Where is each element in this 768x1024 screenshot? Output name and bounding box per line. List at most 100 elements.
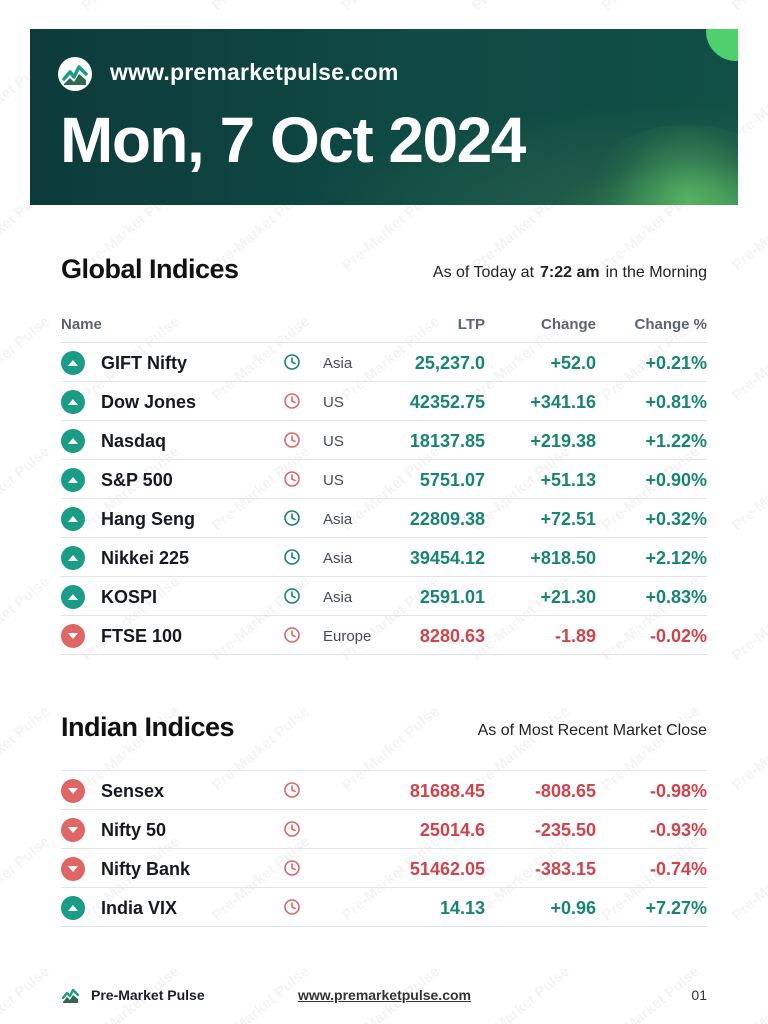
global-rows: GIFT Nifty Asia 25,237.0 +52.0 +0.21% Dow Jon… xyxy=(61,343,707,655)
table-row: Hang Seng Asia 22809.38 +72.51 +0.32% xyxy=(61,499,707,538)
clock-icon xyxy=(284,393,300,409)
footer-logo-icon xyxy=(61,988,80,1003)
watermark-text: Pre-Market Pulse xyxy=(729,573,768,664)
index-name: India VIX xyxy=(101,898,178,918)
clock-icon xyxy=(284,782,300,798)
index-change-pct: +1.22% xyxy=(645,431,707,451)
index-ltp: 2591.01 xyxy=(419,587,485,607)
index-ltp: 51462.05 xyxy=(409,859,485,879)
arrow-up-icon xyxy=(61,546,85,570)
index-ltp: 25014.6 xyxy=(419,820,485,840)
clock-icon xyxy=(284,471,300,487)
index-name: Hang Seng xyxy=(101,509,196,529)
table-row: S&P 500 US 5751.07 +51.13 +0.90% xyxy=(61,460,707,499)
table-row: Sensex 81688.45 -808.65 -0.98% xyxy=(61,771,707,810)
clock-icon xyxy=(284,860,300,876)
footer-brand: Pre-Market Pulse xyxy=(91,987,205,1003)
index-change: -1.89 xyxy=(554,626,596,646)
watermark-text: Pre-Market Pulse xyxy=(0,313,53,404)
page-date: Mon, 7 Oct 2024 xyxy=(60,104,526,176)
arrow-up-icon xyxy=(61,351,85,375)
index-change-pct: +7.27% xyxy=(645,898,707,918)
banner-corner-decoration xyxy=(706,29,738,61)
table-header: Name LTP Change Change % xyxy=(61,304,707,343)
table-row: KOSPI Asia 2591.01 +21.30 +0.83% xyxy=(61,577,707,616)
table-row: Nasdaq US 18137.85 +219.38 +1.22% xyxy=(61,421,707,460)
index-region: Europe xyxy=(323,628,372,645)
note-time: 7:22 am xyxy=(540,264,600,281)
pulse-logo-icon xyxy=(58,57,92,91)
note-prefix: As of Today at xyxy=(432,264,535,281)
watermark-text: Pre-Market Pulse xyxy=(729,963,768,1024)
table-row: Nifty 50 25014.6 -235.50 -0.93% xyxy=(61,810,707,849)
index-change-pct: +2.12% xyxy=(645,548,707,568)
index-ltp: 81688.45 xyxy=(409,781,485,801)
index-change: +51.13 xyxy=(540,470,596,490)
index-region: US xyxy=(323,394,344,411)
watermark-text: Pre-Market Pulse xyxy=(729,313,768,404)
watermark-text: Pre-Market Pulse xyxy=(0,963,53,1024)
index-region: US xyxy=(323,472,344,489)
footer: Pre-Market Pulse www.premarketpulse.com … xyxy=(61,983,707,1007)
site-url[interactable]: www.premarketpulse.com xyxy=(110,59,399,85)
watermark-text: Pre-Market Pulse xyxy=(729,833,768,924)
watermark-text: Pre-Market Pulse xyxy=(0,703,53,794)
arrow-down-icon xyxy=(61,779,85,803)
arrow-up-icon xyxy=(61,896,85,920)
clock-icon xyxy=(284,627,300,643)
header-banner: www.premarketpulse.com Mon, 7 Oct 2024 xyxy=(30,29,738,205)
index-change-pct: -0.02% xyxy=(649,626,707,646)
note-suffix: in the Morning xyxy=(605,264,707,281)
index-change-pct: +0.90% xyxy=(645,470,707,490)
arrow-down-icon xyxy=(61,857,85,881)
index-ltp: 14.13 xyxy=(439,898,485,918)
global-indices-note: As of Today at 7:22 am in the Morning xyxy=(433,264,707,282)
index-name: Nikkei 225 xyxy=(101,548,190,568)
arrow-up-icon xyxy=(61,429,85,453)
clock-icon xyxy=(284,821,300,837)
index-change-pct: +0.83% xyxy=(645,587,707,607)
arrow-down-icon xyxy=(61,624,85,648)
column-change-pct: Change % xyxy=(634,316,707,333)
table-row: Dow Jones US 42352.75 +341.16 +0.81% xyxy=(61,382,707,421)
clock-icon xyxy=(284,354,300,370)
index-ltp: 42352.75 xyxy=(409,392,485,412)
global-indices-table: Name LTP Change Change % GIFT Nifty Asia 2… xyxy=(61,304,707,655)
arrow-up-icon xyxy=(61,585,85,609)
index-change: +818.50 xyxy=(530,548,596,568)
index-name: S&P 500 xyxy=(101,470,173,490)
column-change: Change xyxy=(540,316,596,333)
footer-url-link[interactable]: www.premarketpulse.com xyxy=(298,987,471,1003)
index-region: Asia xyxy=(323,511,353,528)
index-change: +341.16 xyxy=(530,392,596,412)
index-ltp: 5751.07 xyxy=(419,470,485,490)
watermark-text: Pre-Market Pulse xyxy=(729,0,768,14)
arrow-up-icon xyxy=(61,390,85,414)
watermark-text: Pre-Market Pulse xyxy=(729,703,768,794)
index-change: +219.38 xyxy=(530,431,596,451)
watermark-text: Pre-Market Pulse xyxy=(729,443,768,534)
watermark-text: Pre-Market Pulse xyxy=(0,443,53,534)
index-change-pct: +0.32% xyxy=(645,509,707,529)
watermark-text: Pre-Market Pulse xyxy=(0,833,53,924)
indian-indices-note: As of Most Recent Market Close xyxy=(477,722,707,739)
index-change-pct: +0.21% xyxy=(645,353,707,373)
index-ltp: 22809.38 xyxy=(409,509,485,529)
indian-indices-title: Indian Indices xyxy=(61,712,235,742)
index-ltp: 25,237.0 xyxy=(414,353,485,373)
table-row: India VIX 14.13 +0.96 +7.27% xyxy=(61,888,707,927)
index-change: -235.50 xyxy=(534,820,596,840)
index-change-pct: -0.93% xyxy=(649,820,707,840)
index-change: +21.30 xyxy=(540,587,596,607)
index-change-pct: -0.74% xyxy=(649,859,707,879)
table-row: FTSE 100 Europe 8280.63 -1.89 -0.02% xyxy=(61,616,707,655)
watermark-text: Pre-Market Pulse xyxy=(469,0,573,14)
index-name: Nasdaq xyxy=(101,431,167,451)
index-region: Asia xyxy=(323,550,353,567)
column-ltp: LTP xyxy=(457,316,485,333)
index-name: Nifty 50 xyxy=(101,820,167,840)
index-change: -383.15 xyxy=(534,859,596,879)
arrow-down-icon xyxy=(61,818,85,842)
clock-icon xyxy=(284,899,300,915)
page-number: 01 xyxy=(691,987,707,1003)
